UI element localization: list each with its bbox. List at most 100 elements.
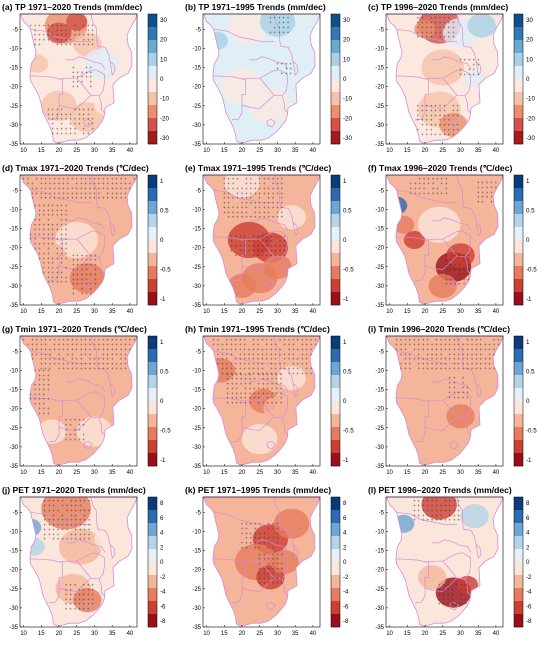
stipple-mark: +	[258, 205, 261, 210]
stipple-mark: +	[48, 527, 51, 532]
stipple-mark: +	[70, 532, 73, 537]
stipple-mark: +	[90, 253, 93, 258]
stipple-mark: +	[248, 371, 251, 376]
map-frame	[202, 496, 321, 628]
stipple-mark: +	[439, 25, 442, 30]
stipple-mark: +	[66, 518, 69, 523]
stipple-mark: +	[60, 246, 63, 251]
stipple-mark: +	[261, 248, 264, 253]
y-tick-label: -30	[9, 123, 18, 129]
stipple-mark: +	[60, 42, 63, 47]
stipple-mark: +	[243, 253, 246, 258]
stipple-mark: +	[426, 127, 429, 132]
stipple-mark: +	[454, 267, 457, 272]
stipple-mark: +	[426, 103, 429, 108]
stipple-mark: +	[426, 347, 429, 352]
stipple-mark: +	[480, 337, 483, 342]
x-tick-label: 35	[475, 148, 482, 154]
stipple-mark: +	[227, 381, 230, 386]
x-tick-label: 30	[457, 148, 464, 154]
stipple-mark: +	[47, 37, 50, 42]
stipple-mark: +	[466, 347, 469, 352]
stipple-mark: +	[249, 377, 252, 382]
stipple-mark: +	[444, 357, 447, 362]
stipple-mark: +	[460, 602, 463, 607]
stipple-mark: +	[124, 186, 127, 191]
y-tick-label: -20	[375, 568, 384, 574]
stipple-mark: +	[217, 337, 220, 342]
stipple-mark: +	[80, 342, 83, 347]
stipple-mark: +	[111, 357, 114, 362]
stipple-mark: +	[459, 72, 462, 77]
stipple-mark: +	[449, 380, 452, 385]
stipple-mark: +	[283, 234, 286, 239]
stipple-mark: +	[87, 602, 90, 607]
stipple-mark: +	[253, 391, 256, 396]
stipple-mark: +	[53, 196, 56, 201]
map-frame	[202, 174, 321, 306]
colorbar-tick-label: 0	[526, 237, 530, 244]
stipple-mark: +	[414, 191, 417, 196]
stipple-mark: +	[423, 176, 426, 181]
country-border	[241, 552, 280, 563]
stipple-mark: +	[481, 195, 484, 200]
stipple-mark: +	[56, 112, 59, 117]
stipple-mark: +	[230, 239, 233, 244]
stipple-mark: +	[49, 347, 52, 352]
colorbar-tick-label: 0.5	[343, 369, 352, 376]
colorbar-tick-label: 0	[526, 559, 530, 566]
significance-stippling: ++++++++++++++++++++++++++++++++++++++++…	[413, 498, 467, 606]
colorbar-step	[514, 523, 523, 537]
stipple-mark: +	[48, 532, 51, 537]
stipple-mark: +	[38, 402, 41, 407]
trend-patch	[446, 243, 475, 268]
stipple-mark: +	[74, 33, 77, 38]
stipple-mark: +	[443, 35, 446, 40]
colorbar-step	[148, 279, 157, 293]
stipple-mark: +	[484, 342, 487, 347]
colorbar-step	[148, 523, 157, 537]
stipple-mark: +	[426, 518, 429, 523]
stipple-mark: +	[270, 243, 273, 248]
stipple-mark: +	[258, 581, 261, 586]
stipple-mark: +	[29, 23, 32, 28]
stipple-mark: +	[69, 583, 72, 588]
stipple-mark: +	[245, 210, 248, 215]
country-border	[66, 56, 106, 70]
stipple-mark: +	[466, 395, 469, 400]
stipple-mark: +	[232, 196, 235, 201]
stipple-mark: +	[84, 352, 87, 357]
stipple-mark: +	[65, 37, 68, 42]
stipple-mark: +	[47, 112, 50, 117]
y-tick-label: -20	[192, 85, 201, 91]
country-border	[58, 577, 92, 592]
stipple-mark: +	[283, 248, 286, 253]
stipple-mark: +	[71, 361, 74, 366]
stipple-mark: +	[439, 15, 442, 20]
colorbar-step	[514, 427, 523, 441]
stipple-mark: +	[43, 397, 46, 402]
stipple-mark: +	[83, 498, 86, 503]
stipple-mark: +	[272, 196, 275, 201]
stipple-mark: +	[276, 552, 279, 557]
stipple-mark: +	[60, 270, 63, 275]
stipple-mark: +	[78, 122, 81, 127]
stipple-mark: +	[70, 522, 73, 527]
significance-stippling: ++++++++++++++++++++++++++++	[269, 15, 292, 76]
stipple-mark: +	[301, 352, 304, 357]
stipple-mark: +	[258, 396, 261, 401]
stipple-mark: +	[52, 503, 55, 508]
stipple-mark: +	[56, 23, 59, 28]
stipple-mark: +	[244, 381, 247, 386]
stipple-mark: +	[40, 347, 43, 352]
stipple-mark: +	[270, 234, 273, 239]
stipple-mark: +	[241, 205, 244, 210]
colorbar-step	[148, 14, 157, 28]
stipple-mark: +	[66, 537, 69, 542]
stipple-mark: +	[111, 361, 114, 366]
stipple-mark: +	[254, 526, 257, 531]
stipple-mark: +	[90, 263, 93, 268]
stipple-mark: +	[282, 15, 285, 20]
stipple-mark: +	[466, 357, 469, 362]
stipple-mark: +	[460, 587, 463, 592]
